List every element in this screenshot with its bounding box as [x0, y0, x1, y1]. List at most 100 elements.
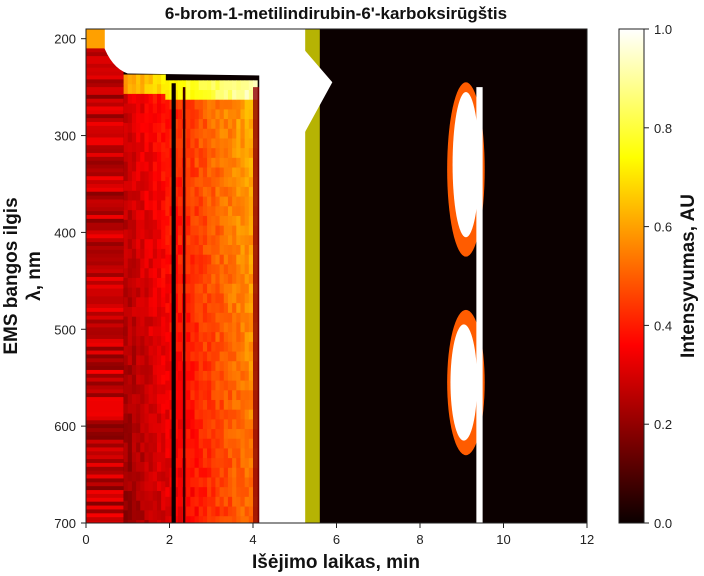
heatmap-cell [240, 196, 246, 207]
heatmap-cell [177, 487, 183, 498]
heatmap-cell [177, 312, 183, 323]
heatmap-cell [161, 297, 166, 308]
heatmap-cell [165, 196, 170, 207]
heatmap-cell [86, 52, 124, 57]
heatmap-cell [248, 225, 254, 236]
heatmap-cell [156, 210, 162, 221]
heatmap-cell [198, 90, 204, 101]
heatmap-cell [223, 322, 229, 333]
heatmap-cell [194, 196, 200, 207]
heatmap-cell [194, 448, 200, 459]
heatmap-cell [165, 438, 170, 449]
heatmap-cell [144, 103, 150, 114]
heatmap-cell [215, 225, 221, 236]
heatmap-cell [232, 206, 237, 217]
heatmap-cell [207, 303, 212, 314]
heatmap-cell [190, 254, 196, 265]
heatmap-cell [244, 206, 250, 217]
heatmap-cell [131, 316, 137, 327]
heatmap-cell [86, 114, 124, 119]
heatmap-cell [190, 322, 196, 333]
heatmap-cell [186, 332, 191, 343]
heatmap-cell [148, 171, 154, 182]
heatmap-cell [236, 370, 241, 382]
heatmap-cell [186, 138, 191, 149]
heatmap-cell [177, 235, 183, 246]
heatmap-cell [215, 487, 221, 498]
heatmap-cell [148, 84, 154, 95]
heatmap-cell [207, 119, 212, 130]
heatmap-cell [86, 121, 124, 127]
heatmap-cell [240, 477, 246, 488]
heatmap-cell [161, 471, 166, 482]
heatmap-cell [173, 80, 179, 91]
heatmap-cell [194, 225, 200, 236]
heatmap-cell [148, 365, 154, 376]
heatmap-cell [202, 361, 208, 372]
heatmap-cell [144, 200, 150, 211]
heatmap-cell [177, 419, 183, 430]
heatmap-cell [165, 90, 170, 101]
heatmap-cell [161, 384, 166, 395]
heatmap-cell [152, 239, 158, 250]
heatmap-cell [131, 365, 137, 376]
heatmap-cell [194, 109, 200, 120]
heatmap-cell [240, 487, 246, 498]
heatmap-cell [194, 235, 200, 246]
heatmap-cell [232, 235, 237, 246]
heatmap-cell [244, 264, 250, 275]
heatmap-cell [123, 113, 129, 124]
heatmap-cell [223, 186, 229, 198]
heatmap-cell [190, 167, 196, 178]
heatmap-cell [123, 510, 129, 521]
heatmap-cell [148, 190, 154, 201]
heatmap-cell [211, 196, 216, 207]
heatmap-cell [223, 458, 229, 469]
heatmap-cell [144, 394, 150, 405]
heatmap-cell [223, 477, 229, 488]
heatmap-cell [248, 341, 254, 353]
heatmap-cell [186, 245, 191, 256]
heatmap-cell [211, 448, 216, 459]
heatmap-cell [236, 341, 241, 353]
heatmap-cell [86, 482, 124, 487]
heatmap-cell [219, 157, 225, 169]
heatmap-cell [215, 283, 221, 294]
heatmap-cell [236, 264, 241, 275]
heatmap-cell [198, 496, 204, 508]
heatmap-cell [194, 90, 200, 101]
y-tick-label: 500 [54, 322, 76, 337]
heatmap-cell [148, 306, 154, 318]
heatmap-cell [202, 215, 208, 227]
heatmap-cell [173, 90, 179, 101]
heatmap-cell [144, 481, 150, 492]
heatmap-cell [236, 167, 241, 178]
heatmap-cell [136, 413, 141, 424]
heatmap-cell [161, 403, 166, 415]
heatmap-cell [244, 496, 250, 508]
heatmap-cell [127, 384, 133, 395]
heatmap-cell [144, 190, 150, 201]
heatmap-cell [152, 113, 158, 124]
heatmap-cell [227, 303, 233, 314]
heatmap-cell [227, 157, 233, 169]
heatmap-cell [202, 196, 208, 207]
heatmap-cell [244, 196, 250, 207]
heatmap-cell [156, 297, 162, 308]
heatmap-cell [136, 268, 141, 279]
heatmap-cell [194, 351, 200, 362]
heatmap-cell [140, 277, 145, 289]
y-tick-label: 400 [54, 225, 76, 240]
heatmap-cell [148, 316, 154, 327]
heatmap-cell [244, 90, 250, 101]
heatmap-cell [215, 409, 221, 420]
heatmap-cell [236, 303, 241, 314]
heatmap-cell [161, 113, 166, 124]
heatmap-cell [236, 496, 241, 508]
heatmap-cell [207, 419, 212, 430]
heatmap-cell [144, 452, 150, 463]
heatmap-cell [244, 235, 250, 246]
heatmap-cell [215, 138, 221, 149]
heatmap-cell [165, 215, 170, 227]
heatmap-cell [177, 167, 183, 178]
